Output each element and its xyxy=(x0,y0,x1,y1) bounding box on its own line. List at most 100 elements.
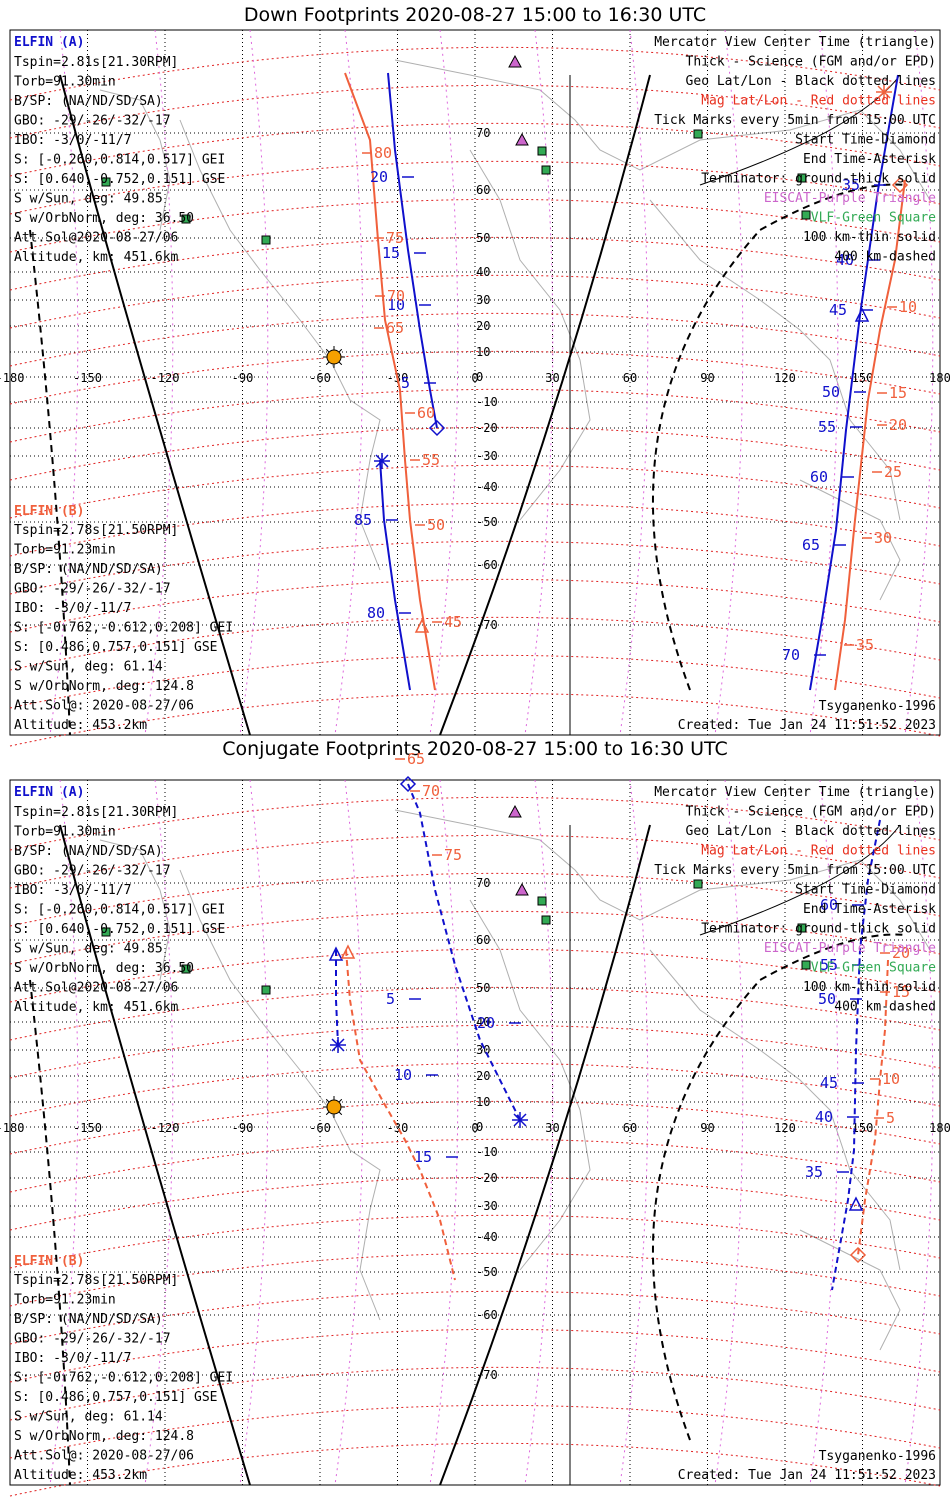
sun-icon xyxy=(323,346,345,368)
legend-line: VLF-Green Square xyxy=(811,211,936,226)
lat-tick-label: 60 xyxy=(476,183,490,197)
legend-line: 100 km-thin solid xyxy=(803,230,936,245)
elfin-b-time-label: 30 xyxy=(874,529,892,547)
legend-line: Geo Lat/Lon - Black dotted lines xyxy=(686,824,936,839)
elfin-a-heading: ELFIN (A) xyxy=(14,785,84,800)
lon-tick-label: -180 xyxy=(0,1121,24,1135)
map-conjugate-footprints: -180-150-120-90-60-300306090120150180706… xyxy=(0,750,950,1497)
elfin-b-info-line: S: [0.486,0.757,0.151] GSE xyxy=(14,1390,218,1405)
elfin-a-track xyxy=(407,783,521,1121)
elfin-a-info-line: Altitude, km: 451.6km xyxy=(14,1000,179,1015)
elfin-a-time-label: 55 xyxy=(820,956,838,974)
elfin-b-info-line: Att.Sol@: 2020-08-27/06 xyxy=(14,1449,194,1464)
vlf-square-icon xyxy=(537,146,547,156)
vlf-square-icon xyxy=(101,177,111,187)
legend-line: Geo Lat/Lon - Black dotted lines xyxy=(686,74,936,89)
legend-line: Terminator: ground-thick solid xyxy=(701,172,936,187)
elfin-a-info-line: S w/OrbNorm, deg: 36.50 xyxy=(14,211,194,226)
legend-line: VLF-Green Square xyxy=(811,961,936,976)
start-diamond-icon xyxy=(399,775,417,793)
vlf-square-icon xyxy=(537,896,547,906)
elfin-a-info-line: S w/Sun, deg: 49.85 xyxy=(14,192,163,207)
elfin-a-time-label: 60 xyxy=(810,468,828,486)
elfin-b-time-label: 65 xyxy=(407,750,425,768)
lon-tick-label: 60 xyxy=(623,1121,637,1135)
elfin-b-time-label: 10 xyxy=(882,1070,900,1088)
elfin-b-info-line: S w/OrbNorm, deg: 124.8 xyxy=(14,1429,194,1444)
elfin-b-info-line: S w/OrbNorm, deg: 124.8 xyxy=(14,679,194,694)
legend-line: 100 km-thin solid xyxy=(803,980,936,995)
elfin-b-time-label: 15 xyxy=(889,384,907,402)
elfin-b-info-line: IBO: -3/0/-11/7 xyxy=(14,1351,131,1366)
elfin-a-time-label: 40 xyxy=(836,251,854,269)
legend-line: EISCAT-Purple Triangle xyxy=(764,191,936,206)
map-down-footprints: -180-150-120-90-60-300306090120150180706… xyxy=(0,29,950,747)
elfin-a-info-line: S: [0.640,-0.752,0.151] GSE xyxy=(14,172,225,187)
elfin-a-track xyxy=(831,819,881,1291)
start-diamond-icon xyxy=(428,419,446,437)
elfin-a-track xyxy=(387,72,438,429)
elfin-a-info-line: B/SP: (NA/ND/SD/SA) xyxy=(14,844,163,859)
legend-line: Thick - Science (FGM and/or EPD) xyxy=(686,805,936,820)
vlf-square-icon xyxy=(801,960,811,970)
eiscat-triangle-icon xyxy=(515,882,529,896)
lat-tick-label: -60 xyxy=(476,558,498,572)
elfin-a-track xyxy=(335,950,339,1046)
legend-line: Tick Marks every 5min from 15:00 UTC xyxy=(654,863,936,878)
lon-tick-label: -60 xyxy=(309,371,331,385)
lon-tick-label: 180 xyxy=(929,1121,950,1135)
asterisk-stroke xyxy=(331,1038,345,1052)
lat-tick-label: 50 xyxy=(476,231,490,245)
lon-tick-label: 0 xyxy=(471,371,478,385)
dashed-400km-east xyxy=(652,183,906,691)
elfin-b-info-line: S: [0.486,0.757,0.151] GSE xyxy=(14,640,218,655)
legend-line: Start Time-Diamond xyxy=(795,883,936,898)
elfin-b-time-label: 50 xyxy=(427,516,445,534)
elfin-a-time-label: 35 xyxy=(842,176,860,194)
lon-tick-label: 150 xyxy=(852,1121,874,1135)
elfin-a-info-line: GBO: -29/-26/-32/-17 xyxy=(14,114,171,129)
lat-tick-label: -50 xyxy=(476,515,498,529)
lon-tick-label: -90 xyxy=(232,1121,254,1135)
start-diamond-icon xyxy=(891,176,909,194)
model-name: Tsyganenko-1996 xyxy=(819,699,936,714)
vlf-square-icon xyxy=(181,964,191,974)
elfin-a-time-label: 10 xyxy=(394,1066,412,1084)
lon-tick-label: 0 xyxy=(471,1121,478,1135)
coastline xyxy=(799,479,901,601)
end-asterisk-icon xyxy=(876,84,892,100)
vlf-square-icon xyxy=(541,165,551,175)
legend-line: Mag Lat/Lon - Red dotted lines xyxy=(701,844,936,859)
elfin-a-track xyxy=(379,459,411,691)
end-asterisk-icon xyxy=(512,1112,528,1128)
elfin-a-time-label: 40 xyxy=(815,1108,833,1126)
elfin-a-info-line: S: [-0.260,0.814,0.517] GEI xyxy=(14,153,225,168)
elfin-b-heading: ELFIN (B) xyxy=(14,1254,84,1269)
lat-tick-label: 0 xyxy=(476,370,483,384)
sun-icon xyxy=(323,1096,345,1118)
lat-tick-label: 30 xyxy=(476,293,490,307)
lon-tick-label: -150 xyxy=(73,371,102,385)
elfin-b-info-line: Altitude: 453.2km xyxy=(14,1468,147,1483)
dashed-400km-east xyxy=(652,933,906,1441)
lon-tick-label: 120 xyxy=(774,1121,796,1135)
elfin-b-time-label: 75 xyxy=(444,846,462,864)
elfin-b-time-label: 45 xyxy=(444,613,462,631)
elfin-a-info-line: GBO: -29/-26/-32/-17 xyxy=(14,864,171,879)
end-asterisk-icon xyxy=(330,1037,346,1053)
elfin-b-time-label: 75 xyxy=(386,229,404,247)
elfin-b-info-line: Altitude: 453.2km xyxy=(14,718,147,733)
elfin-a-info-line: S: [0.640,-0.752,0.151] GSE xyxy=(14,922,225,937)
elfin-b-time-label: 35 xyxy=(856,636,874,654)
vlf-square-icon xyxy=(261,985,271,995)
elfin-a-info-line: Tspin=2.81s[21.30RPM] xyxy=(14,55,178,70)
elfin-a-time-label: 20 xyxy=(370,168,388,186)
legend-line: 400 km-dashed xyxy=(834,250,936,265)
eiscat-triangle-icon xyxy=(508,54,522,68)
dashed-400km-west xyxy=(29,229,71,736)
dashed-400km-west xyxy=(29,979,71,1486)
sun-disc xyxy=(326,349,342,365)
legend-line: 400 km-dashed xyxy=(834,1000,936,1015)
legend-line: Start Time-Diamond xyxy=(795,133,936,148)
elfin-b-track xyxy=(834,179,906,691)
